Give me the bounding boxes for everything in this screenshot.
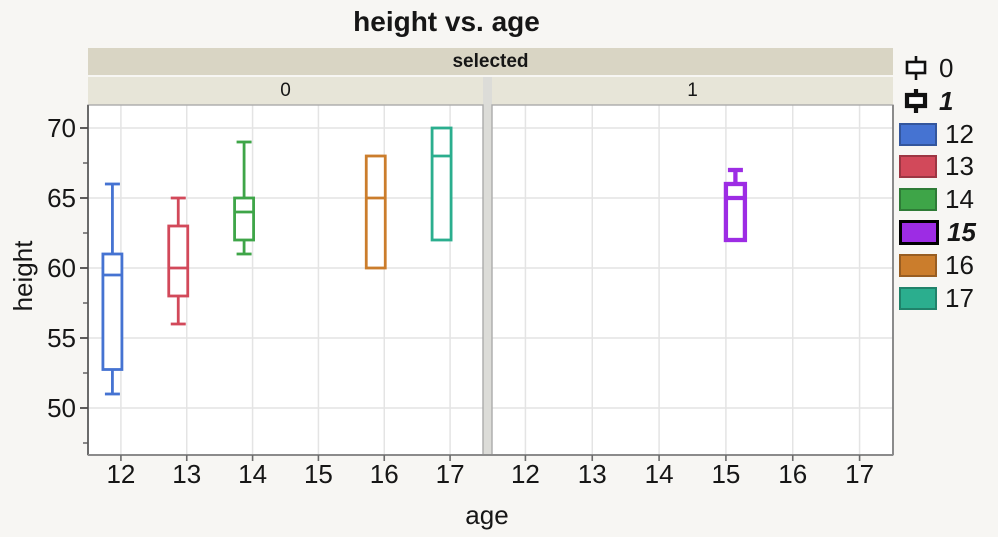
y-tick-label: 60 — [47, 253, 76, 283]
boxplot-age-13[interactable] — [167, 196, 190, 326]
x-tick-label: 15 — [711, 459, 741, 489]
y-tick-label: 65 — [47, 183, 76, 213]
boxplot-glyph-icon — [904, 89, 928, 113]
legend-color-swatch — [899, 286, 937, 310]
y-tick-label: 55 — [47, 323, 76, 353]
facet-strip-label: selected — [452, 50, 529, 72]
legend-item-age-13[interactable]: 13 — [899, 150, 974, 182]
y-tick-label: 50 — [47, 393, 76, 423]
facet-panel-label-0: 0 — [280, 80, 291, 101]
legend-item-age-16[interactable]: 16 — [899, 249, 974, 281]
legend-item-selected-1[interactable]: 1 — [901, 85, 953, 117]
legend: 0 1 12 13 14 15 16 17 — [897, 0, 997, 537]
boxplot-age-17[interactable] — [430, 126, 453, 242]
x-tick-label: 12 — [106, 459, 136, 489]
legend-color-swatch — [899, 122, 937, 146]
facet-panel-label-1: 1 — [687, 80, 698, 101]
facet-divider — [483, 77, 492, 455]
x-tick-label: 12 — [510, 459, 540, 489]
boxplot-age-15[interactable] — [723, 167, 748, 243]
facet-panel-header-1[interactable]: 1 — [492, 77, 893, 105]
y-tick-label: 70 — [47, 113, 76, 143]
boxplot-glyph-icon — [905, 56, 927, 80]
facet-panel — [492, 105, 893, 455]
boxplot-age-16[interactable] — [364, 154, 387, 270]
x-tick-label: 15 — [303, 459, 333, 489]
facet-panel — [88, 105, 483, 455]
chart-title: height vs. age — [353, 6, 540, 37]
x-tick-label: 17 — [845, 459, 875, 489]
x-tick-label: 14 — [238, 459, 268, 489]
legend-label: 17 — [945, 283, 974, 313]
legend-label: 14 — [945, 184, 974, 214]
legend-item-age-15[interactable]: 15 — [899, 216, 976, 248]
x-tick-label: 13 — [172, 459, 202, 489]
legend-label: 1 — [939, 86, 954, 116]
legend-label: 12 — [945, 119, 974, 149]
legend-label: 16 — [945, 250, 974, 280]
x-tick-label: 16 — [369, 459, 399, 489]
x-tick-label: 13 — [577, 459, 607, 489]
legend-label: 0 — [939, 53, 954, 83]
legend-color-swatch — [899, 219, 939, 245]
legend-color-swatch — [899, 154, 937, 178]
facet-strip-selected[interactable]: selected — [88, 48, 893, 75]
legend-label: 15 — [947, 217, 976, 247]
legend-item-selected-0[interactable]: 0 — [901, 52, 953, 84]
legend-item-age-17[interactable]: 17 — [899, 282, 974, 314]
facet-panel-header-0[interactable]: 0 — [88, 77, 483, 105]
legend-color-swatch — [899, 187, 937, 211]
boxplot-age-14[interactable] — [233, 140, 255, 256]
legend-label: 13 — [945, 151, 974, 181]
x-tick-label: 16 — [778, 459, 808, 489]
legend-item-age-12[interactable]: 12 — [899, 118, 974, 150]
x-tick-label: 17 — [435, 459, 465, 489]
legend-item-age-14[interactable]: 14 — [899, 183, 974, 215]
boxplot-age-12[interactable] — [101, 182, 124, 396]
x-tick-label: 14 — [644, 459, 674, 489]
x-axis-title: age — [465, 500, 509, 530]
legend-color-swatch — [899, 253, 937, 277]
